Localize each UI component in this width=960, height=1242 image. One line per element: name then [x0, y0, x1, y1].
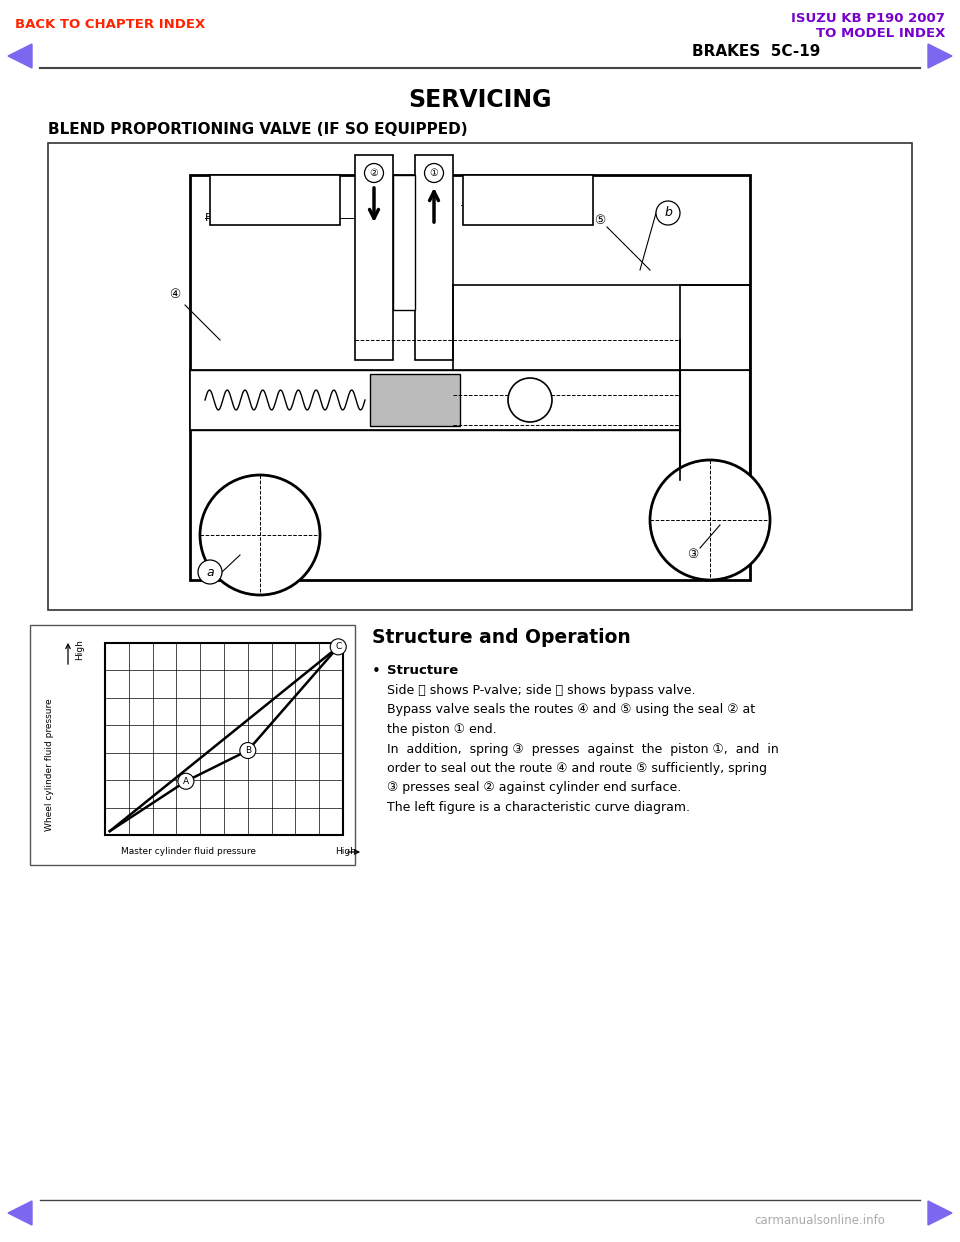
- Text: Bypass valve seals the routes ④ and ⑤ using the seal ② at: Bypass valve seals the routes ④ and ⑤ us…: [387, 703, 756, 717]
- Text: B: B: [245, 746, 251, 755]
- Bar: [393, 175, 415, 310]
- Circle shape: [424, 164, 444, 183]
- Text: ④: ④: [169, 288, 180, 302]
- Circle shape: [508, 378, 552, 422]
- Text: SERVICING: SERVICING: [408, 88, 552, 112]
- Text: the piston ① end.: the piston ① end.: [387, 723, 496, 737]
- Text: In  addition,  spring ③  presses  against  the  piston ①,  and  in: In addition, spring ③ presses against th…: [387, 743, 779, 755]
- Text: To Wheel cylinder: To Wheel cylinder: [461, 205, 560, 215]
- Text: Structure and Operation: Structure and Operation: [372, 628, 631, 647]
- Polygon shape: [928, 43, 952, 68]
- Bar: [680, 370, 750, 479]
- Bar: [355, 155, 393, 360]
- Text: BRAKES  5C-19: BRAKES 5C-19: [691, 43, 820, 60]
- Circle shape: [178, 774, 194, 789]
- Text: Master cylinder fluid pressure: Master cylinder fluid pressure: [121, 847, 255, 857]
- Bar: [680, 284, 750, 370]
- Text: carmanualsonline.info: carmanualsonline.info: [755, 1213, 885, 1227]
- Text: b: b: [664, 206, 672, 220]
- Text: •: •: [372, 664, 381, 679]
- Circle shape: [240, 743, 255, 759]
- Circle shape: [650, 460, 770, 580]
- Text: ③: ③: [687, 549, 699, 561]
- Text: ③ presses seal ② against cylinder end surface.: ③ presses seal ② against cylinder end su…: [387, 781, 682, 795]
- Bar: [190, 175, 750, 580]
- Text: ①: ①: [430, 168, 439, 178]
- Text: The left figure is a characteristic curve diagram.: The left figure is a characteristic curv…: [387, 801, 690, 814]
- Text: BACK TO CHAPTER INDEX: BACK TO CHAPTER INDEX: [15, 17, 205, 31]
- Text: ISUZU KB P190 2007: ISUZU KB P190 2007: [791, 12, 945, 25]
- Text: Structure: Structure: [387, 664, 458, 677]
- Text: ⑤: ⑤: [594, 214, 606, 226]
- Bar: [463, 175, 593, 225]
- Bar: [48, 143, 912, 610]
- Bar: [30, 625, 355, 864]
- Bar: [370, 374, 460, 426]
- Bar: [210, 175, 340, 225]
- Text: C: C: [335, 642, 342, 651]
- Circle shape: [656, 201, 680, 225]
- Bar: [190, 370, 680, 430]
- Text: A: A: [182, 776, 189, 786]
- Circle shape: [330, 638, 347, 655]
- Text: Wheel cylinder fluid pressure: Wheel cylinder fluid pressure: [45, 699, 55, 831]
- Text: order to seal out the route ④ and route ⑤ sufficiently, spring: order to seal out the route ④ and route …: [387, 763, 767, 775]
- Polygon shape: [8, 1201, 32, 1225]
- Text: High: High: [335, 847, 356, 857]
- Text: High: High: [76, 640, 84, 661]
- Text: a: a: [206, 565, 214, 579]
- Bar: [105, 643, 343, 835]
- Circle shape: [365, 164, 383, 183]
- Text: ②: ②: [370, 168, 378, 178]
- Text: From Master cylinder: From Master cylinder: [205, 212, 323, 224]
- Text: BLEND PROPORTIONING VALVE (IF SO EQUIPPED): BLEND PROPORTIONING VALVE (IF SO EQUIPPE…: [48, 122, 468, 137]
- Polygon shape: [8, 43, 32, 68]
- Circle shape: [200, 474, 320, 595]
- Circle shape: [198, 560, 222, 584]
- Text: Side ⓐ shows P-valve; side ⓑ shows bypass valve.: Side ⓐ shows P-valve; side ⓑ shows bypas…: [387, 684, 695, 697]
- Text: TO MODEL INDEX: TO MODEL INDEX: [816, 27, 945, 40]
- Polygon shape: [928, 1201, 952, 1225]
- Bar: [415, 155, 453, 360]
